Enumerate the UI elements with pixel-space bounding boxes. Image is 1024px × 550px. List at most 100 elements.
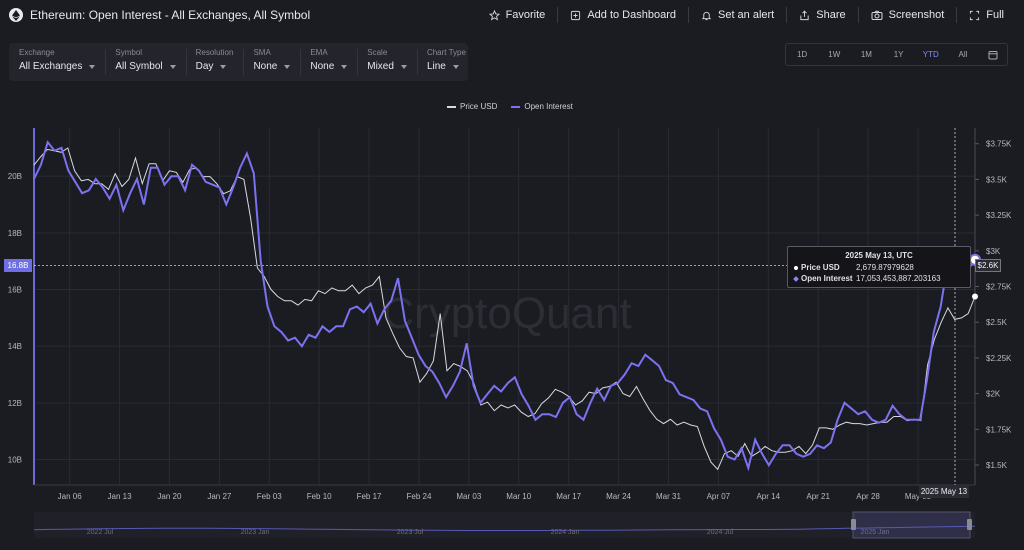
sma-select-value: None xyxy=(253,61,278,72)
legend-label-oi: Open Interest xyxy=(524,102,573,111)
tooltip-price-value: 2,679.87979628 xyxy=(856,263,914,272)
crosshair-left-label: 16.8B xyxy=(4,259,32,272)
header-actions: Favorite Add to Dashboard Set an alert S… xyxy=(477,0,1024,30)
left-tick-label: 12B xyxy=(8,399,22,408)
right-tick-label: $3.25K xyxy=(986,211,1012,220)
x-tick-label: Mar 10 xyxy=(506,492,531,501)
x-tick-label: Feb 24 xyxy=(407,492,432,501)
resolution-select-label: Resolution xyxy=(195,48,234,57)
plus-square-icon xyxy=(571,10,581,20)
tooltip-row-oi: Open Interest 17,053,453,887.203163 xyxy=(793,274,964,283)
legend-item-oi[interactable]: Open Interest xyxy=(511,102,573,111)
tooltip-oi-label: Open Interest xyxy=(801,274,853,283)
chart-type-select-label: Chart Type xyxy=(426,48,466,57)
range-all-button[interactable]: All xyxy=(958,50,968,59)
chevron-down-icon xyxy=(220,64,227,69)
symbol-select[interactable]: Symbol All Symbol xyxy=(105,43,185,81)
x-tick-label: Mar 17 xyxy=(556,492,581,501)
scale-select[interactable]: Scale Mixed xyxy=(357,43,417,81)
calendar-icon xyxy=(988,50,998,59)
x-tick-label: Apr 07 xyxy=(707,492,731,501)
right-tick-label: $2.75K xyxy=(986,283,1012,292)
right-tick-label: $3K xyxy=(986,247,1001,256)
left-tick-label: 18B xyxy=(8,229,22,238)
x-tick-label: Jan 20 xyxy=(157,492,182,501)
chart-controls: Exchange All Exchanges Symbol All Symbol… xyxy=(9,43,468,81)
symbol-select-value: All Symbol xyxy=(115,61,163,72)
ethereum-logo-icon xyxy=(9,8,23,22)
range-ytd-button[interactable]: YTD xyxy=(922,50,939,59)
tooltip-oi-value: 17,053,453,887.203163 xyxy=(856,274,941,283)
x-tick-label: Feb 17 xyxy=(357,492,382,501)
grid-lines xyxy=(34,128,975,485)
exchange-select[interactable]: Exchange All Exchanges xyxy=(9,43,105,81)
share-label: Share xyxy=(816,9,846,21)
right-tick-label: $1.5K xyxy=(986,461,1008,470)
left-tick-label: 16B xyxy=(8,286,22,295)
legend-swatch-oi xyxy=(511,105,521,108)
navigator-labels: 2022 Jul 2023 Jan 2023 Jul 2024 Jan 2024 Jul… xyxy=(87,529,890,536)
crosshair-right-label: $2.6K xyxy=(975,259,1001,272)
right-tick-label: $3.5K xyxy=(986,175,1008,184)
exchange-select-label: Exchange xyxy=(19,48,55,57)
add-to-dashboard-label: Add to Dashboard xyxy=(587,9,676,21)
open-interest-line xyxy=(33,140,976,472)
calendar-button[interactable] xyxy=(979,50,1007,60)
x-axis-ticks: Jan 06 Jan 13 Jan 20 Jan 27 Feb 03 Feb 10 Feb … xyxy=(58,492,932,501)
navigator-label: 2024 Jan xyxy=(551,529,580,536)
chart-type-select[interactable]: Chart Type Line xyxy=(416,43,476,81)
navigator-label: 2023 Jul xyxy=(397,529,424,536)
right-tick-label: $2.25K xyxy=(986,354,1012,363)
set-alert-button[interactable]: Set an alert xyxy=(687,7,786,23)
favorite-label: Favorite xyxy=(505,9,546,21)
range-1d-button[interactable]: 1D xyxy=(796,50,808,59)
price-dot-icon xyxy=(794,265,798,270)
ema-select[interactable]: EMA None xyxy=(300,43,357,81)
sma-select[interactable]: SMA None xyxy=(243,43,300,81)
navigator-label: 2025 Jan xyxy=(861,529,890,536)
chevron-down-icon xyxy=(400,64,407,69)
legend-item-price[interactable]: Price USD xyxy=(447,102,497,111)
navigator-label: 2023 Jan xyxy=(241,529,270,536)
full-button[interactable]: Full xyxy=(956,7,1016,23)
data-tooltip: 2025 May 13, UTC Price USD 2,679.8797962… xyxy=(787,246,971,288)
chevron-down-icon xyxy=(341,64,348,69)
oi-diamond-icon xyxy=(793,276,799,282)
title-wrap: Ethereum: Open Interest - All Exchanges,… xyxy=(0,8,310,22)
resolution-select[interactable]: Resolution Day xyxy=(185,43,244,81)
add-to-dashboard-button[interactable]: Add to Dashboard xyxy=(557,7,688,23)
bell-icon xyxy=(701,11,712,20)
x-tick-label: Feb 10 xyxy=(307,492,332,501)
screenshot-button[interactable]: Screenshot xyxy=(857,7,957,23)
navigator-handle-left[interactable] xyxy=(851,519,856,530)
chevron-down-icon xyxy=(89,64,96,69)
camera-icon xyxy=(871,10,883,20)
navigator-handle-right[interactable] xyxy=(967,519,972,530)
left-tick-label: 14B xyxy=(8,342,22,351)
expand-icon xyxy=(970,10,980,20)
range-1m-button[interactable]: 1M xyxy=(860,50,872,59)
chevron-down-icon xyxy=(452,64,459,69)
chart-legend: Price USD Open Interest xyxy=(447,102,573,111)
x-tick-label: Mar 31 xyxy=(656,492,681,501)
favorite-button[interactable]: Favorite xyxy=(477,7,558,23)
navigator[interactable]: 2022 Jul 2023 Jan 2023 Jul 2024 Jan 2024 Jul… xyxy=(33,511,976,539)
share-button[interactable]: Share xyxy=(786,7,857,23)
scale-select-value: Mixed xyxy=(367,61,394,72)
star-icon xyxy=(488,9,500,20)
right-tick-label: $1.75K xyxy=(986,425,1012,434)
navigator-line xyxy=(33,525,976,531)
chevron-down-icon xyxy=(284,64,291,69)
chevron-down-icon xyxy=(169,64,176,69)
navigator-track xyxy=(34,512,975,538)
x-tick-label: Jan 27 xyxy=(207,492,232,501)
navigator-label: 2024 Jul xyxy=(707,529,734,536)
tooltip-row-price: Price USD 2,679.87979628 xyxy=(794,263,964,272)
chart-type-select-value: Line xyxy=(426,61,446,72)
range-1y-button[interactable]: 1Y xyxy=(893,50,904,59)
range-1w-button[interactable]: 1W xyxy=(828,50,841,59)
full-label: Full xyxy=(986,9,1004,21)
x-tick-label: Jan 13 xyxy=(108,492,133,501)
right-tick-label: $3.75K xyxy=(986,140,1012,149)
